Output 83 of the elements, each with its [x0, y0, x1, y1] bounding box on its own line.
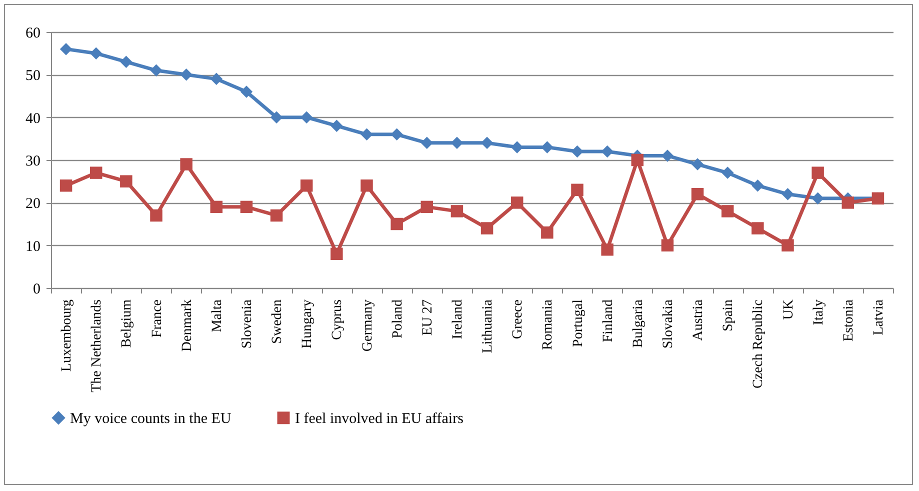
point: [180, 158, 192, 170]
x-tick-label: Malta: [210, 298, 225, 332]
point: [150, 64, 162, 77]
point: [601, 145, 614, 158]
x-tick-label: Italy: [811, 300, 826, 326]
point: [721, 166, 734, 179]
y-tick-label: 50: [26, 68, 40, 84]
x-tick-label: Belgium: [120, 299, 135, 348]
point: [240, 200, 253, 214]
point: [752, 179, 764, 192]
point: [270, 209, 283, 222]
point: [450, 205, 464, 218]
point: [752, 222, 764, 234]
point: [180, 68, 192, 81]
x-tick-label: Portugal: [570, 299, 586, 347]
point: [210, 200, 223, 214]
y-tick-label: 0: [33, 282, 40, 298]
point: [390, 128, 403, 141]
point: [601, 243, 614, 256]
x-tick-label: Romania: [540, 298, 556, 350]
y-tick-label: 30: [26, 154, 40, 170]
x-tick-label: Cyprus: [330, 300, 346, 340]
point: [390, 218, 403, 230]
x-tick-label: UK: [781, 300, 796, 320]
x-tick-label: Slovenia: [240, 298, 255, 348]
x-tick-label: Germany: [360, 300, 376, 352]
point: [631, 154, 644, 166]
x-tick-label: Czech Republic: [751, 300, 766, 389]
point: [210, 72, 223, 86]
x-tick-label: France: [150, 300, 165, 338]
point: [571, 184, 584, 196]
point: [510, 196, 524, 209]
x-tick-label: Bulgaria: [630, 298, 646, 348]
point: [721, 205, 734, 218]
point: [270, 111, 283, 124]
y-tick-label: 10: [26, 238, 40, 255]
point: [240, 86, 253, 98]
point: [90, 47, 102, 60]
point: [360, 179, 373, 192]
point: [661, 239, 674, 252]
legend-label: My voice counts in the EU: [70, 410, 232, 427]
point: [420, 200, 434, 214]
point: [300, 179, 313, 192]
point: [120, 56, 132, 68]
point: [330, 120, 343, 132]
point: [120, 175, 132, 188]
y-tick-label: 40: [26, 110, 40, 127]
point: [782, 239, 794, 252]
x-tick-label: Latvia: [871, 298, 886, 336]
point: [150, 209, 162, 222]
point: [90, 166, 102, 179]
point: [480, 222, 494, 234]
x-tick-label: Poland: [390, 300, 406, 338]
point: [571, 145, 584, 158]
point: [60, 179, 72, 192]
x-tick-label: EU 27: [420, 300, 436, 336]
legend-label: I feel involved in EU affairs: [295, 410, 464, 427]
point: [691, 158, 704, 170]
point: [60, 42, 72, 56]
x-tick-label: Estonia: [841, 298, 856, 342]
x-tick-label: Ireland: [450, 300, 466, 340]
x-tick-label: Finland: [600, 300, 616, 342]
x-tick-label: Slovakia: [660, 298, 676, 348]
point: [691, 188, 704, 200]
point: [782, 188, 794, 200]
point: [812, 192, 824, 205]
x-tick-label: Luxembourg: [60, 300, 75, 372]
x-tick-label: The Netherlands: [90, 300, 105, 392]
x-tick-label: Denmark: [180, 300, 195, 352]
y-tick-label: 60: [26, 26, 40, 42]
x-tick-label: Hungary: [300, 300, 316, 348]
x-tick-label: Austria: [691, 298, 706, 341]
point: [541, 226, 554, 239]
x-tick-label: Spain: [721, 300, 736, 332]
x-tick-label: Sweden: [270, 300, 286, 344]
x-tick-label: Lithuania: [480, 298, 496, 354]
point: [541, 141, 554, 154]
point: [812, 166, 824, 179]
y-tick-label: 20: [26, 196, 40, 212]
point: [330, 248, 343, 260]
point: [360, 128, 373, 141]
point: [842, 196, 854, 209]
x-tick-label: Greece: [510, 300, 526, 340]
